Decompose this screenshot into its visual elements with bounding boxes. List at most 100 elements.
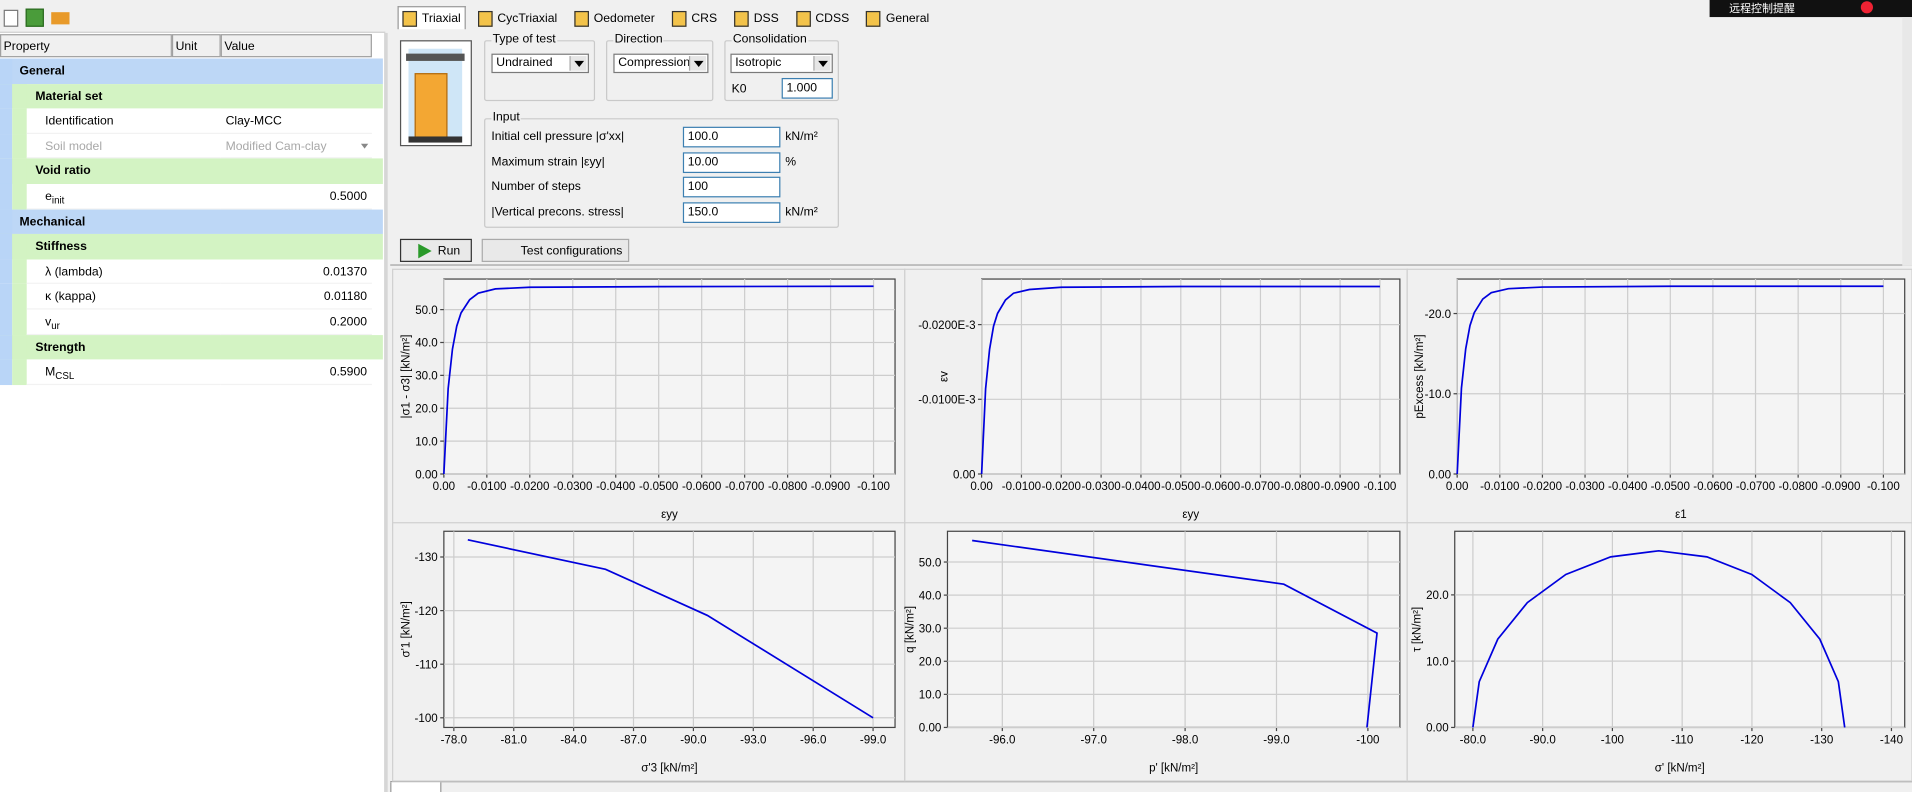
x-tick-label: -81.0	[501, 734, 527, 746]
x-tick-label: -0.0800	[768, 481, 807, 493]
column-header[interactable]: Value	[220, 34, 372, 58]
property-cell: vur	[26, 309, 221, 335]
row-margin	[0, 284, 13, 310]
row-margin	[0, 58, 13, 84]
grid-row: einit 0.5000	[0, 183, 383, 210]
tab[interactable]: CRS	[667, 6, 722, 29]
property-subscript: init	[51, 194, 65, 206]
group-box: Direction Compression	[606, 32, 714, 102]
plot-area	[946, 530, 1401, 729]
property-name: κ (kappa)	[45, 290, 96, 304]
rewind-button[interactable]	[51, 12, 70, 25]
tab[interactable]: CDSS	[791, 6, 854, 29]
property-subscript: ur	[51, 320, 60, 332]
toolbar	[0, 0, 386, 33]
x-tick-label: -0.0300	[1565, 481, 1604, 493]
test-configurations-button[interactable]: Test configurations	[481, 238, 630, 262]
dropdown-button	[688, 56, 707, 71]
dropdown[interactable]: Undrained	[491, 53, 589, 74]
input-field[interactable]: 10.00	[682, 151, 781, 173]
x-tick-label: 0.00	[970, 481, 993, 493]
run-icon	[418, 243, 432, 259]
run-button[interactable]: Run	[399, 238, 472, 262]
tab-label: Oedometer	[593, 11, 655, 25]
notification[interactable]: 远程控制提醒	[1709, 0, 1912, 18]
value-cell[interactable]: Clay-MCC	[220, 109, 372, 134]
property-cell: κ (kappa)	[26, 284, 221, 310]
x-tick-label: -0.100	[857, 481, 890, 493]
grid-row: Identification Clay-MCC	[0, 108, 383, 134]
tab[interactable]: General	[861, 6, 934, 29]
y-tick-label: 0.00	[1429, 469, 1452, 481]
x-tick-label: -0.0100	[1480, 481, 1519, 493]
y-axis-label: σ'1 [kN/m²]	[401, 601, 413, 657]
data-line	[972, 539, 1378, 728]
value-cell[interactable]: 0.01180	[220, 284, 372, 310]
input-field[interactable]: 100.0	[682, 126, 781, 148]
x-tick-label: -78.0	[441, 734, 467, 746]
tab-bar: Triaxial CycTriaxial Oedometer CRS DSS CDSS Ge…	[397, 6, 935, 30]
y-tick-label: -110	[415, 659, 437, 671]
x-tick-label: -93.0	[740, 734, 766, 746]
scrollbar[interactable]	[1902, 17, 1912, 266]
x-tick-label: -98.0	[1172, 734, 1198, 746]
tab[interactable]: DSS	[729, 6, 783, 29]
data-line	[467, 539, 874, 719]
value-cell[interactable]: 0.2000	[220, 309, 372, 335]
row-margin	[12, 133, 27, 159]
tab-icon	[671, 10, 687, 27]
subsection-title: Void ratio	[35, 164, 91, 179]
row-margin	[0, 209, 13, 235]
y-tick-label: 30.0	[919, 623, 942, 635]
value-cell[interactable]: 0.5900	[220, 360, 372, 385]
row-margin	[12, 284, 27, 310]
y-tick-label: 40.0	[919, 590, 942, 602]
x-tick-label: -0.100	[1364, 481, 1397, 493]
grid-row: Mechanical	[0, 209, 383, 235]
alert-dot	[1860, 1, 1873, 14]
y-axis-label: τ [kN/m²]	[1412, 607, 1424, 652]
group-title: Direction	[613, 32, 664, 47]
x-tick-label: -0.0600	[1201, 481, 1240, 493]
row-margin	[12, 359, 27, 385]
x-tick-label: -0.0100	[1002, 481, 1041, 493]
tab-icon	[402, 10, 418, 27]
dropdown-button	[813, 56, 831, 71]
bottom-tab[interactable]	[390, 782, 442, 792]
plot-area	[1454, 530, 1906, 729]
tab[interactable]: CycTriaxial	[473, 6, 562, 29]
grid-row: General	[0, 58, 383, 84]
dropdown[interactable]: Isotropic	[730, 53, 833, 74]
input-field[interactable]: 100	[682, 176, 781, 198]
dropdown-value: Undrained	[496, 56, 553, 70]
x-axis-label: εyy	[1182, 509, 1199, 521]
x-tick-label: -0.0700	[1241, 481, 1280, 493]
import-button[interactable]	[25, 8, 44, 27]
column-header[interactable]: Property	[0, 34, 172, 58]
k0-input[interactable]: 1.000	[781, 77, 833, 99]
x-tick-label: -0.0500	[1651, 481, 1690, 493]
new-button[interactable]	[3, 9, 19, 27]
property-name: M	[45, 365, 56, 380]
x-tick-label: -0.0500	[1161, 481, 1200, 493]
row-margin	[0, 133, 13, 159]
property-cell: Soil model	[26, 133, 221, 159]
value-cell[interactable]: 0.5000	[220, 184, 372, 210]
plot-area	[443, 278, 896, 475]
y-tick-label: 20.0	[1426, 590, 1449, 602]
input-field[interactable]: 150.0	[682, 201, 781, 223]
dropdown-value: Isotropic	[735, 56, 782, 70]
x-tick-label: -0.0100	[467, 481, 506, 493]
column-header[interactable]: Unit	[171, 34, 221, 58]
tab[interactable]: Oedometer	[569, 6, 659, 29]
x-tick-label: -140	[1880, 734, 1903, 746]
grid-row: Void ratio	[0, 158, 383, 184]
tab[interactable]: Triaxial	[397, 6, 466, 30]
dropdown[interactable]: Compression	[613, 53, 709, 74]
input-label: Maximum strain |εyy|	[491, 155, 605, 169]
value-cell[interactable]: 0.01370	[220, 259, 372, 285]
x-tick-label: -97.0	[1081, 734, 1107, 746]
tab-icon	[795, 10, 811, 27]
x-tick-label: -0.0300	[1081, 481, 1120, 493]
